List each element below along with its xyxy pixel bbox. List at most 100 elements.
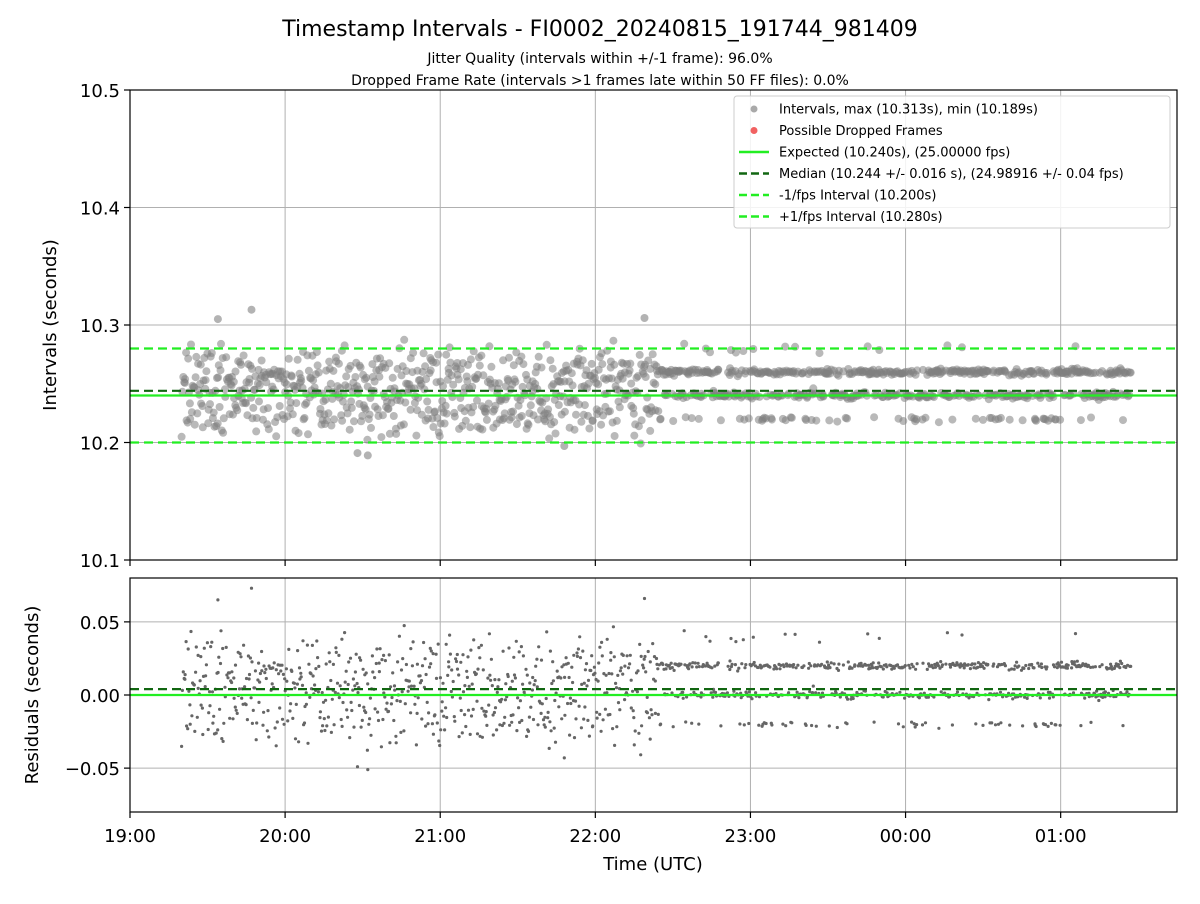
residual-point xyxy=(1027,666,1031,671)
residual-point xyxy=(322,717,326,721)
residual-point xyxy=(1086,663,1090,668)
residual-extreme-point-2 xyxy=(366,768,370,772)
interval-point xyxy=(996,413,1005,422)
residual-point xyxy=(908,666,912,670)
residual-point xyxy=(465,675,469,680)
residual-point xyxy=(578,635,582,639)
residual-point xyxy=(711,695,715,699)
residual-point xyxy=(1070,666,1074,670)
interval-point xyxy=(706,348,714,357)
interval-point xyxy=(651,380,660,389)
interval-point xyxy=(429,423,438,431)
residual-point xyxy=(329,678,333,683)
residual-point xyxy=(304,691,308,695)
residual-point xyxy=(944,662,948,666)
interval-point xyxy=(322,416,331,425)
residual-point xyxy=(338,684,342,688)
residual-point xyxy=(394,734,398,738)
residual-point xyxy=(1021,724,1025,728)
residual-point xyxy=(790,721,794,725)
residual-point xyxy=(543,715,547,719)
residual-point xyxy=(643,654,647,659)
residual-point xyxy=(841,663,846,667)
interval-point xyxy=(385,429,394,438)
residual-point xyxy=(413,702,417,706)
residual-point xyxy=(279,669,283,673)
residual-point xyxy=(345,708,349,712)
residual-point xyxy=(591,724,595,728)
residual-point xyxy=(198,679,202,683)
interval-point xyxy=(870,413,879,422)
residual-point xyxy=(838,695,842,699)
residual-point xyxy=(783,632,787,636)
interval-point xyxy=(1076,416,1085,425)
residual-point xyxy=(804,723,808,728)
interval-point xyxy=(716,416,725,425)
residual-point xyxy=(664,667,668,671)
interval-point xyxy=(454,375,463,384)
residual-point xyxy=(915,662,919,666)
interval-point xyxy=(356,363,365,372)
interval-point xyxy=(875,346,884,354)
interval-point xyxy=(198,402,207,410)
residual-point xyxy=(690,721,694,725)
residual-point xyxy=(420,717,424,721)
residual-point xyxy=(297,666,302,670)
residual-point xyxy=(498,723,502,727)
residual-point xyxy=(1010,667,1014,671)
interval-point xyxy=(1087,413,1095,422)
residual-point xyxy=(208,704,212,708)
residual-point xyxy=(850,666,854,670)
residual-point xyxy=(399,730,403,735)
residual-point xyxy=(419,679,424,683)
residual-point xyxy=(522,690,526,694)
residual-point xyxy=(315,639,319,643)
interval-point xyxy=(739,347,748,355)
residual-point xyxy=(923,721,928,725)
interval-point xyxy=(833,417,842,426)
residual-point xyxy=(449,689,453,694)
interval-point xyxy=(534,415,542,424)
interval-point xyxy=(324,409,333,418)
interval-point xyxy=(607,374,616,383)
interval-point xyxy=(1042,369,1051,377)
residual-point xyxy=(244,676,249,681)
residual-point xyxy=(267,735,271,739)
interval-point xyxy=(219,428,228,437)
residual-point xyxy=(204,674,208,678)
interval-point xyxy=(445,343,454,352)
residual-point xyxy=(369,733,373,737)
interval-point xyxy=(517,352,526,361)
interval-point xyxy=(377,433,386,442)
residual-point xyxy=(636,669,640,673)
residual-point xyxy=(450,668,454,672)
residual-point xyxy=(237,687,242,691)
residual-point xyxy=(448,652,452,656)
residual-point xyxy=(737,666,741,670)
interval-point xyxy=(300,414,309,422)
residual-point xyxy=(794,666,798,670)
residual-point xyxy=(778,667,782,671)
residual-point xyxy=(255,721,259,725)
interval-point xyxy=(358,411,367,420)
interval-point xyxy=(913,366,922,375)
interval-point xyxy=(509,361,518,370)
residual-point xyxy=(1073,632,1078,636)
residual-point xyxy=(472,638,476,642)
residual-point xyxy=(1100,663,1104,667)
residual-point xyxy=(253,686,257,690)
residual-point xyxy=(299,675,303,679)
residual-point xyxy=(548,720,552,724)
residual-point xyxy=(568,696,573,700)
residual-point xyxy=(1000,662,1004,667)
residual-point xyxy=(792,663,796,667)
residual-point xyxy=(933,665,938,669)
interval-point xyxy=(272,432,281,441)
residual-point xyxy=(346,682,350,687)
residual-point xyxy=(645,695,649,700)
residual-point xyxy=(469,648,473,652)
residual-point xyxy=(1019,668,1024,672)
interval-point xyxy=(463,377,472,386)
residual-point xyxy=(695,665,699,669)
residual-point xyxy=(728,667,732,672)
